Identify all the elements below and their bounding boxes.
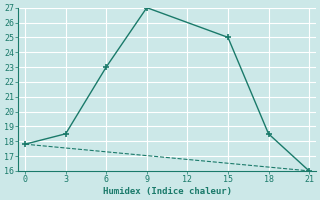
X-axis label: Humidex (Indice chaleur): Humidex (Indice chaleur) xyxy=(103,187,232,196)
